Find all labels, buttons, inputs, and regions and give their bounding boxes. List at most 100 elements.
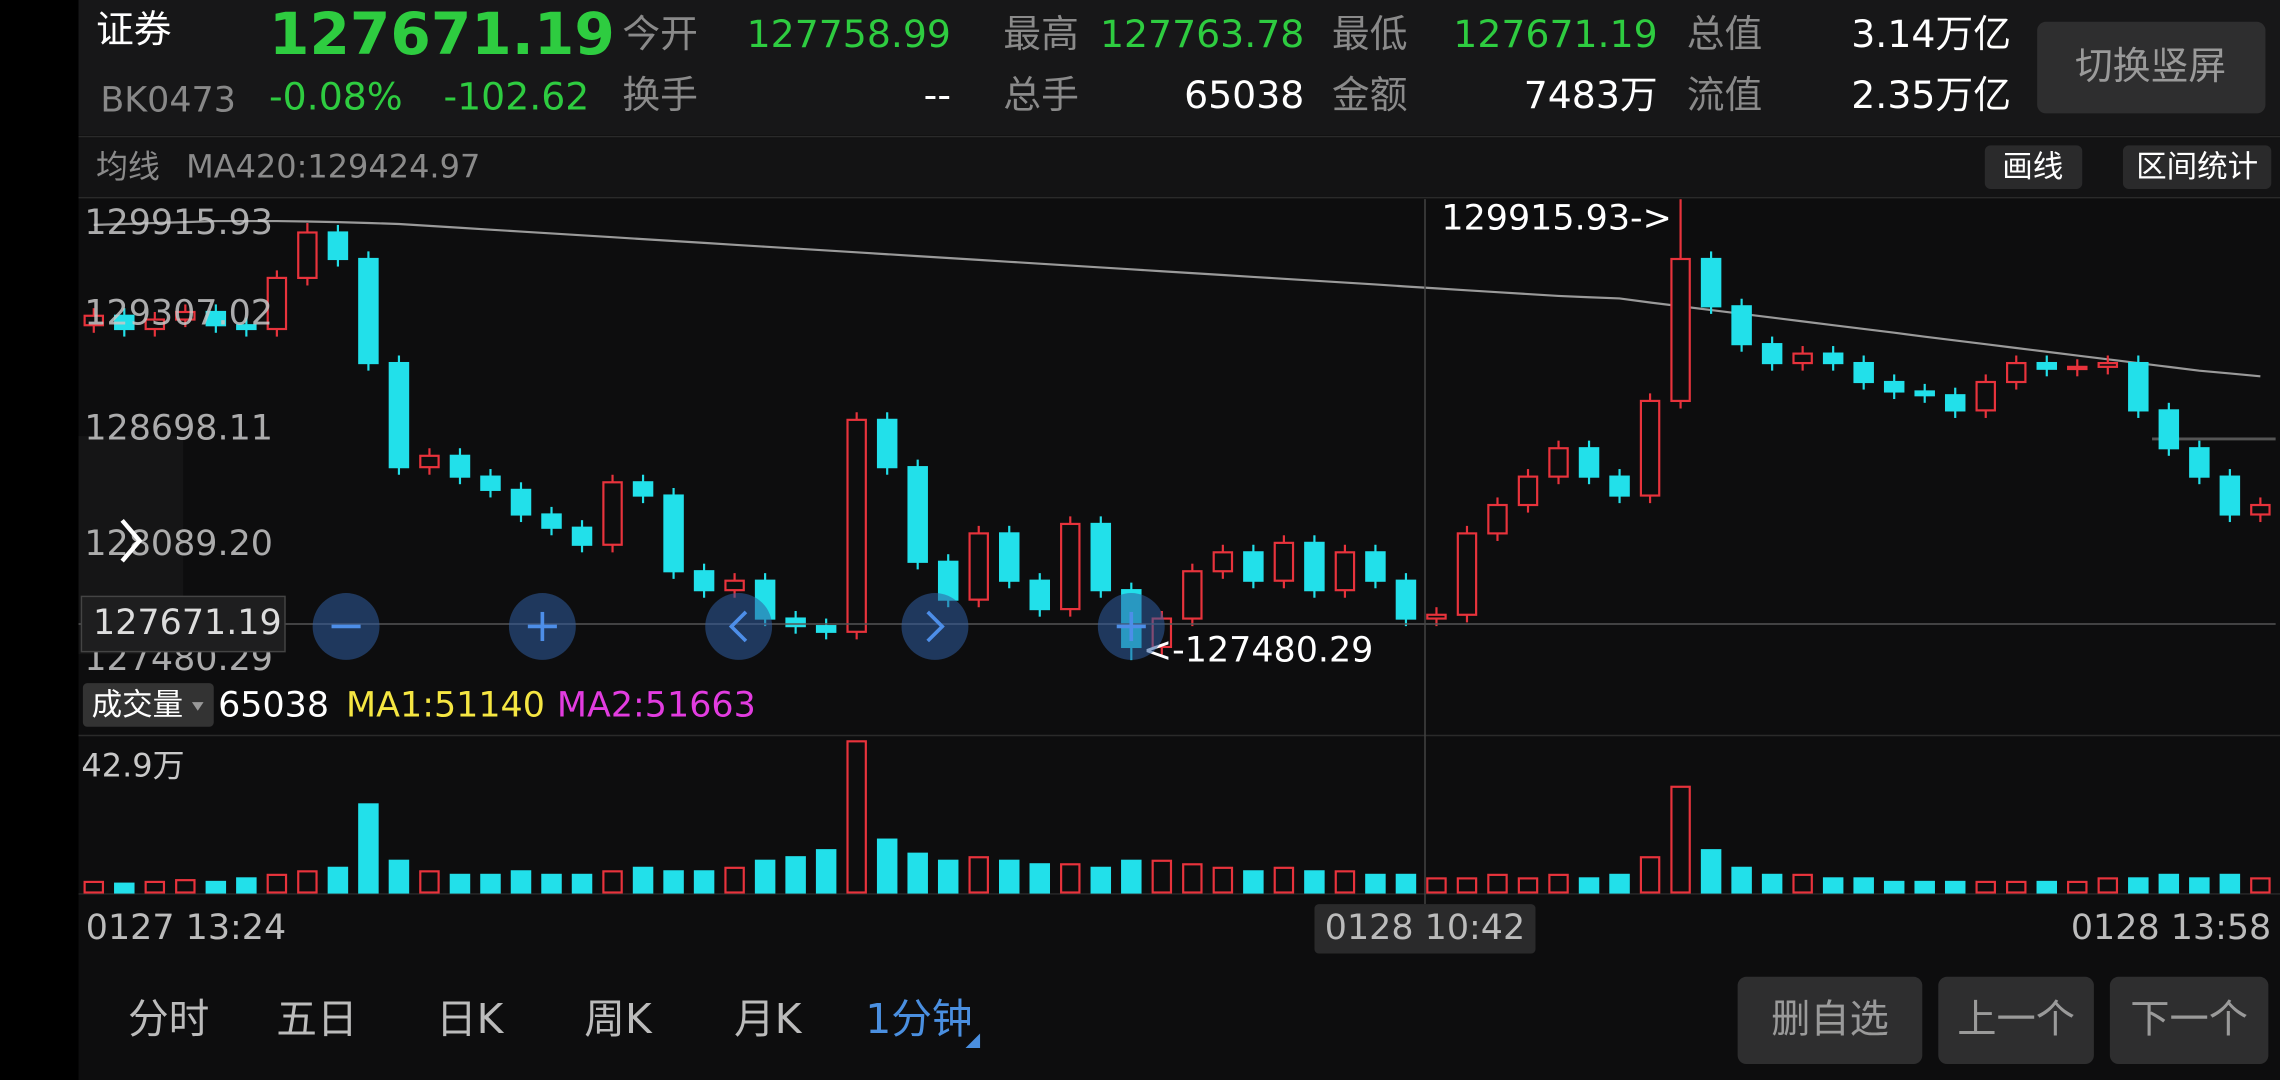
period-tab[interactable]: 分时 xyxy=(128,995,209,1043)
candle-body xyxy=(1456,532,1478,616)
candle-body xyxy=(2036,361,2058,370)
stat-value: -- xyxy=(924,73,951,117)
orientation-button-label[interactable]: 切换竖屏 xyxy=(2075,44,2226,88)
high-annotation: 129915.93-> xyxy=(1441,199,1671,239)
volume-bar xyxy=(1670,785,1691,894)
candle-body xyxy=(1578,447,1600,478)
volume-bar xyxy=(2158,873,2180,894)
stat-value: 65038 xyxy=(1184,73,1304,117)
volume-bar xyxy=(785,856,806,894)
stock-name: 证券 xyxy=(96,7,172,51)
candle-body xyxy=(1395,579,1417,620)
volume-bar xyxy=(358,803,379,894)
volume-bar xyxy=(1853,877,1874,894)
period-tab[interactable]: 周K xyxy=(584,995,653,1043)
action-button[interactable] xyxy=(2109,976,2269,1065)
candle-body xyxy=(480,475,501,491)
volume-bar xyxy=(846,740,867,894)
volume-bar xyxy=(1914,880,1935,894)
period-tab[interactable]: 月K xyxy=(734,995,803,1043)
candle-body xyxy=(2067,365,2088,371)
volume-bar xyxy=(1456,877,1478,894)
zoom-control[interactable] xyxy=(705,593,773,660)
candle-body xyxy=(1090,522,1112,592)
header-bg xyxy=(78,0,2280,136)
draw-button[interactable] xyxy=(1984,145,2083,189)
candle-body xyxy=(114,314,135,331)
action-button-label[interactable]: 上一个 xyxy=(1957,997,2075,1042)
candle-body xyxy=(1334,551,1356,592)
volume-bar xyxy=(1395,873,1417,894)
candle-body xyxy=(2219,475,2241,516)
volume-tick-label: 42.9万 xyxy=(81,746,184,784)
volume-bar xyxy=(266,873,288,894)
stat-value: 3.14万亿 xyxy=(1851,12,2011,56)
x-tick-label: 0128 10:42 xyxy=(1325,908,1525,948)
candle-body xyxy=(1944,394,1966,412)
stat-label: 换手 xyxy=(622,73,698,117)
candle-body xyxy=(2158,409,2180,450)
volume-bar xyxy=(1487,873,1508,894)
volume-bar xyxy=(510,870,532,894)
candle-body xyxy=(1182,570,1203,620)
volume-bar xyxy=(1548,873,1569,894)
volume-bar xyxy=(937,859,959,894)
volume-bar xyxy=(754,859,776,894)
period-tab[interactable]: 日K xyxy=(436,995,505,1043)
volume-bar xyxy=(1792,873,1813,894)
zoom-control[interactable] xyxy=(901,593,969,660)
candle-body xyxy=(1975,380,1996,412)
volume-bar xyxy=(907,852,928,894)
candle-body xyxy=(1761,343,1783,365)
candle-body xyxy=(2189,447,2210,478)
stat-label: 最低 xyxy=(1332,12,1408,56)
action-button-label[interactable]: 删自选 xyxy=(1771,997,1889,1042)
volume-bar xyxy=(2250,877,2271,894)
expand-chevron[interactable] xyxy=(120,518,143,563)
candle-body xyxy=(1639,399,1661,497)
stat-label: 金额 xyxy=(1332,73,1408,117)
candle-body xyxy=(1365,551,1386,582)
candle-body xyxy=(419,454,440,469)
stat-label: 最高 xyxy=(1003,12,1079,56)
tab-corner xyxy=(965,1033,981,1049)
action-button[interactable] xyxy=(1938,976,2094,1065)
change-pct: -0.08% xyxy=(269,74,403,118)
range-button-label[interactable]: 区间统计 xyxy=(2136,150,2258,185)
candle-body xyxy=(846,418,867,633)
volume-bar xyxy=(2067,880,2088,894)
candle-body xyxy=(2128,361,2149,412)
candle-body xyxy=(968,532,989,601)
period-tab[interactable]: 五日 xyxy=(276,995,357,1043)
candle-body xyxy=(449,454,471,478)
candle-body xyxy=(571,526,593,546)
volume-bar xyxy=(1243,870,1264,894)
volume-bar xyxy=(144,880,166,894)
volume-bar xyxy=(1700,849,1722,894)
candle-body xyxy=(1517,475,1539,507)
volume-selector[interactable] xyxy=(82,683,214,727)
candle-body xyxy=(1212,551,1234,573)
volume-bar xyxy=(876,838,898,894)
volume-bar xyxy=(388,859,410,894)
volume-bar xyxy=(1090,866,1112,894)
volume-bar xyxy=(449,873,471,894)
volume-bar xyxy=(815,849,837,894)
action-button-label[interactable]: 下一个 xyxy=(2130,997,2248,1042)
orientation-button[interactable] xyxy=(2037,21,2266,114)
candle-body xyxy=(266,276,288,331)
volume-bar xyxy=(1304,870,1325,894)
candle-body xyxy=(1487,503,1508,535)
volume-bar xyxy=(724,866,745,894)
stat-label: 总手 xyxy=(1003,73,1079,117)
ma-bar-bg xyxy=(78,138,2280,198)
candle-body xyxy=(327,231,349,261)
candle-body xyxy=(541,513,562,529)
low-annotation: <-127480.29 xyxy=(1143,630,1373,670)
range-button[interactable] xyxy=(2122,145,2272,189)
volume-label[interactable]: 成交量 xyxy=(92,688,184,723)
period-tab[interactable]: 1分钟 xyxy=(865,995,972,1043)
volume-bar xyxy=(1212,866,1234,894)
action-button[interactable] xyxy=(1737,976,1923,1065)
draw-button-label[interactable]: 画线 xyxy=(2002,150,2063,185)
